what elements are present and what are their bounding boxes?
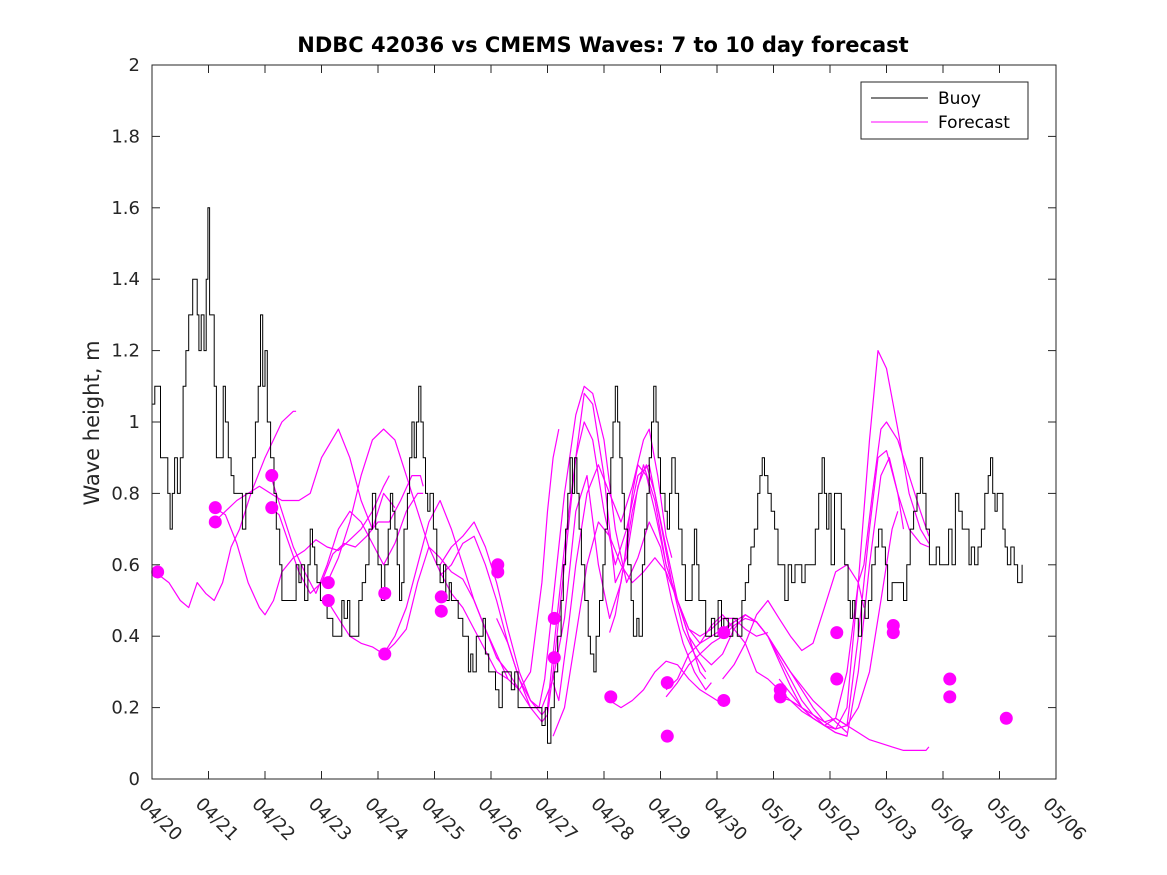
- forecast-marker: [378, 647, 392, 661]
- forecast-line: [778, 421, 930, 727]
- legend-forecast-label: Forecast: [938, 113, 1010, 133]
- forecast-line: [609, 660, 723, 709]
- forecast-line: [835, 717, 930, 751]
- forecast-marker: [660, 729, 674, 743]
- buoy-series-layer: [152, 207, 1023, 744]
- y-tick-labels: 0 0.2 0.4 0.6 0.8 1 1.2 1.4 1.6 1.8 2: [111, 55, 140, 790]
- forecast-line: [552, 428, 673, 702]
- forecast-marker: [208, 501, 222, 515]
- forecast-line: [496, 385, 712, 709]
- y-axis-label: Wave height, m: [80, 340, 104, 505]
- y-tick-label: 1.6: [111, 198, 140, 219]
- plot-area: [151, 207, 1023, 751]
- forecast-marker: [321, 576, 335, 590]
- forecast-marker-layer: [151, 469, 1013, 743]
- forecast-marker: [547, 611, 561, 625]
- y-tick-label: 0.4: [111, 626, 140, 647]
- chart-title: NDBC 42036 vs CMEMS Waves: 7 to 10 day f…: [297, 33, 908, 57]
- forecast-line: [722, 350, 930, 730]
- forecast-line: [665, 457, 905, 737]
- forecast-marker: [434, 590, 448, 604]
- legend: Buoy Forecast: [860, 81, 1029, 140]
- y-tick-label: 0.6: [111, 555, 140, 576]
- forecast-marker: [660, 676, 674, 690]
- buoy-line: [152, 207, 1023, 744]
- forecast-line: [270, 475, 424, 594]
- forecast-marker: [999, 711, 1013, 725]
- forecast-marker: [830, 672, 844, 686]
- forecast-marker: [773, 690, 787, 704]
- y-tick-label: 1.8: [111, 126, 140, 147]
- forecast-line: [154, 410, 297, 609]
- legend-box: [860, 81, 1029, 140]
- y-tick-label: 0.8: [111, 483, 140, 504]
- forecast-marker: [830, 626, 844, 640]
- y-tick-label: 1.2: [111, 341, 140, 362]
- forecast-marker: [717, 693, 731, 707]
- y-tick-label: 0: [129, 769, 140, 790]
- forecast-marker: [265, 501, 279, 515]
- forecast-line: [213, 428, 396, 530]
- forecast-line: [326, 428, 560, 691]
- forecast-line: [270, 475, 424, 594]
- y-tick-label: 1.4: [111, 269, 140, 290]
- forecast-marker: [491, 565, 505, 579]
- forecast-marker: [151, 565, 165, 579]
- forecast-marker: [208, 515, 222, 529]
- forecast-marker: [886, 626, 900, 640]
- forecast-marker: [434, 604, 448, 618]
- y-tick-label: 0.2: [111, 698, 140, 719]
- axes: [151, 64, 1057, 780]
- forecast-marker: [547, 651, 561, 665]
- forecast-marker: [378, 586, 392, 600]
- y-tick-label: 2: [129, 55, 140, 76]
- forecast-line: [722, 564, 865, 680]
- forecast-marker: [604, 690, 618, 704]
- forecast-marker: [265, 469, 279, 483]
- forecast-marker: [943, 690, 957, 704]
- forecast-marker: [321, 594, 335, 607]
- legend-buoy-label: Buoy: [938, 89, 981, 109]
- y-tick-label: 1: [129, 412, 140, 433]
- forecast-marker: [943, 672, 957, 686]
- forecast-marker: [717, 626, 731, 640]
